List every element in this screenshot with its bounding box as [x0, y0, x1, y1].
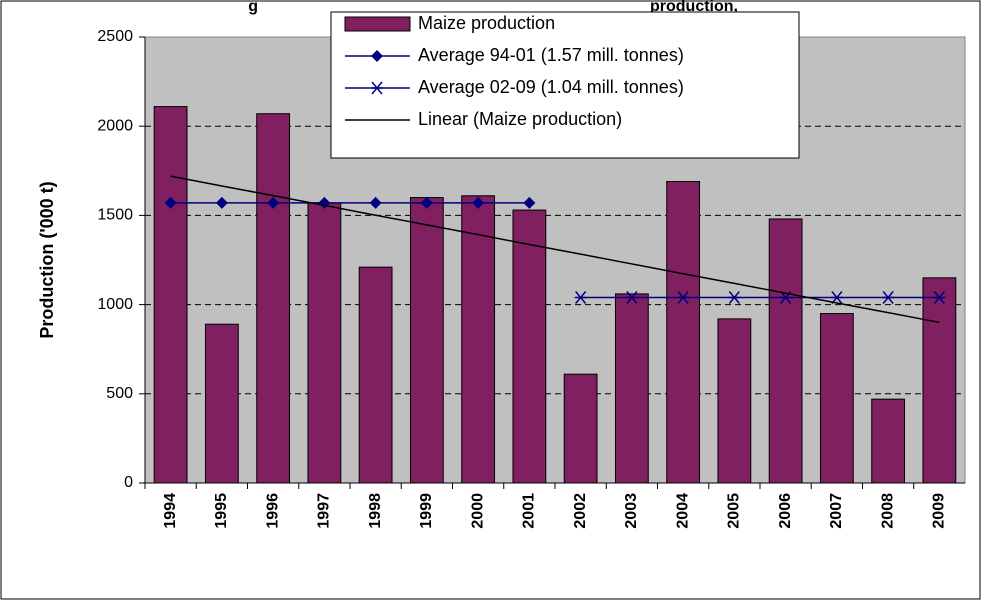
bar [461, 195, 496, 484]
marker [215, 196, 228, 209]
x-tick-label: 1998 [367, 493, 384, 529]
x-tick-label: 2003 [623, 493, 640, 529]
y-tick-label: 500 [106, 385, 133, 402]
bar [717, 318, 752, 484]
x-tick-label: 1994 [162, 493, 179, 529]
marker [472, 196, 485, 209]
legend: Maize production Average 94-01 (1.57 mill… [330, 11, 800, 159]
bar [768, 218, 803, 484]
x-tick-label: 2000 [469, 493, 486, 529]
marker [164, 196, 177, 209]
y-tick-label: 1500 [97, 207, 133, 224]
line [170, 175, 940, 324]
x-tick-label: 2008 [879, 493, 896, 529]
legend-label: Average 02-09 (1.04 mill. tonnes) [418, 77, 684, 97]
bar [819, 313, 854, 484]
y-tick-label: 1000 [97, 296, 133, 313]
bar [666, 181, 701, 484]
chart-title-fragment: production, [650, 0, 738, 15]
x-tick-label: 1999 [418, 493, 435, 529]
legend-label: Average 94-01 (1.57 mill. tonnes) [418, 45, 684, 65]
y-tick-label: 2500 [97, 28, 133, 45]
x-tick-label: 2002 [572, 493, 589, 529]
x-tick-label: 1997 [316, 493, 333, 529]
marker [933, 290, 946, 304]
x-tick-label: 2001 [521, 493, 538, 529]
bar [358, 266, 393, 484]
bar [256, 113, 291, 484]
chart-title-fragment: g [248, 0, 258, 15]
bar [871, 398, 906, 484]
y-tick-label: 2000 [97, 117, 133, 134]
x-tick-label: 2005 [726, 493, 743, 529]
y-axis-label: Production ('000 t) [37, 181, 57, 338]
x-tick-label: 2006 [777, 493, 794, 529]
bar [204, 323, 239, 484]
bar [922, 277, 957, 484]
marker [830, 290, 843, 304]
bar [153, 106, 188, 484]
bar [512, 209, 547, 484]
bar [307, 202, 342, 484]
y-tick-label: 0 [124, 474, 133, 491]
marker [267, 196, 280, 209]
legend-label: Maize production [418, 13, 555, 33]
marker [882, 290, 895, 304]
marker [625, 290, 638, 304]
legend-marker [371, 81, 383, 95]
legend-label: Linear (Maize production) [418, 109, 622, 129]
marker [677, 290, 690, 304]
marker [420, 196, 433, 209]
bar [563, 373, 598, 484]
x-tick-label: 2004 [674, 493, 691, 529]
x-tick-label: 2009 [931, 493, 948, 529]
legend-marker [371, 50, 383, 62]
x-tick-label: 2007 [828, 493, 845, 529]
bar [614, 293, 649, 484]
marker [574, 290, 587, 304]
marker [523, 196, 536, 209]
marker [728, 290, 741, 304]
x-tick-label: 1995 [213, 493, 230, 529]
bar [409, 197, 444, 484]
legend-box [330, 11, 800, 159]
x-tick-label: 1996 [264, 493, 281, 529]
legend-swatch [344, 16, 411, 32]
marker [369, 196, 382, 209]
